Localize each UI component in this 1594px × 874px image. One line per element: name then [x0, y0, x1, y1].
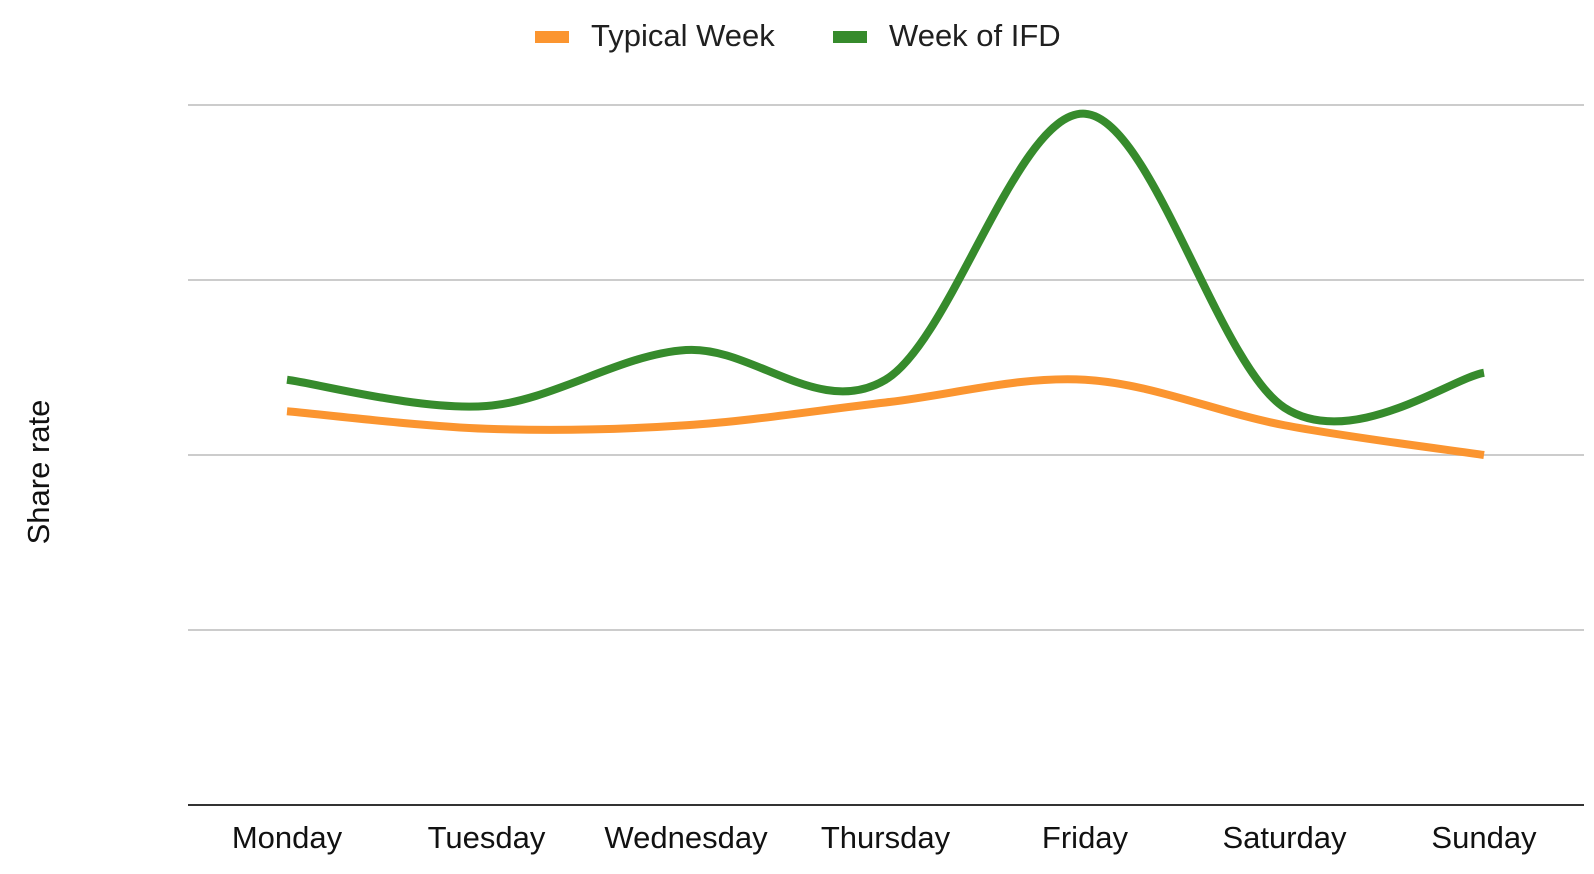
gridlines	[188, 104, 1584, 631]
legend-swatch-week-of-ifd	[833, 31, 867, 43]
series-line-typical-week	[286, 375, 1485, 459]
x-tick-label-friday: Friday	[1042, 820, 1129, 855]
series-line-week-of-ifd	[286, 109, 1485, 426]
x-tick-label-saturday: Saturday	[1222, 820, 1347, 855]
x-tick-label-monday: Monday	[232, 820, 343, 855]
x-tick-label-sunday: Sunday	[1431, 820, 1537, 855]
x-tick-label-thursday: Thursday	[821, 820, 951, 855]
y-axis-title: Share rate	[21, 400, 56, 545]
x-tick-label-wednesday: Wednesday	[604, 820, 768, 855]
legend-label-week-of-ifd: Week of IFD	[889, 18, 1061, 53]
x-tick-labels: Monday Tuesday Wednesday Thursday Friday Satu…	[232, 820, 1537, 855]
series-lines	[286, 109, 1485, 459]
x-tick-label-tuesday: Tuesday	[428, 820, 546, 855]
legend-label-typical-week: Typical Week	[591, 18, 775, 53]
legend: Typical Week Week of IFD	[535, 18, 1061, 53]
legend-swatch-typical-week	[535, 31, 569, 43]
